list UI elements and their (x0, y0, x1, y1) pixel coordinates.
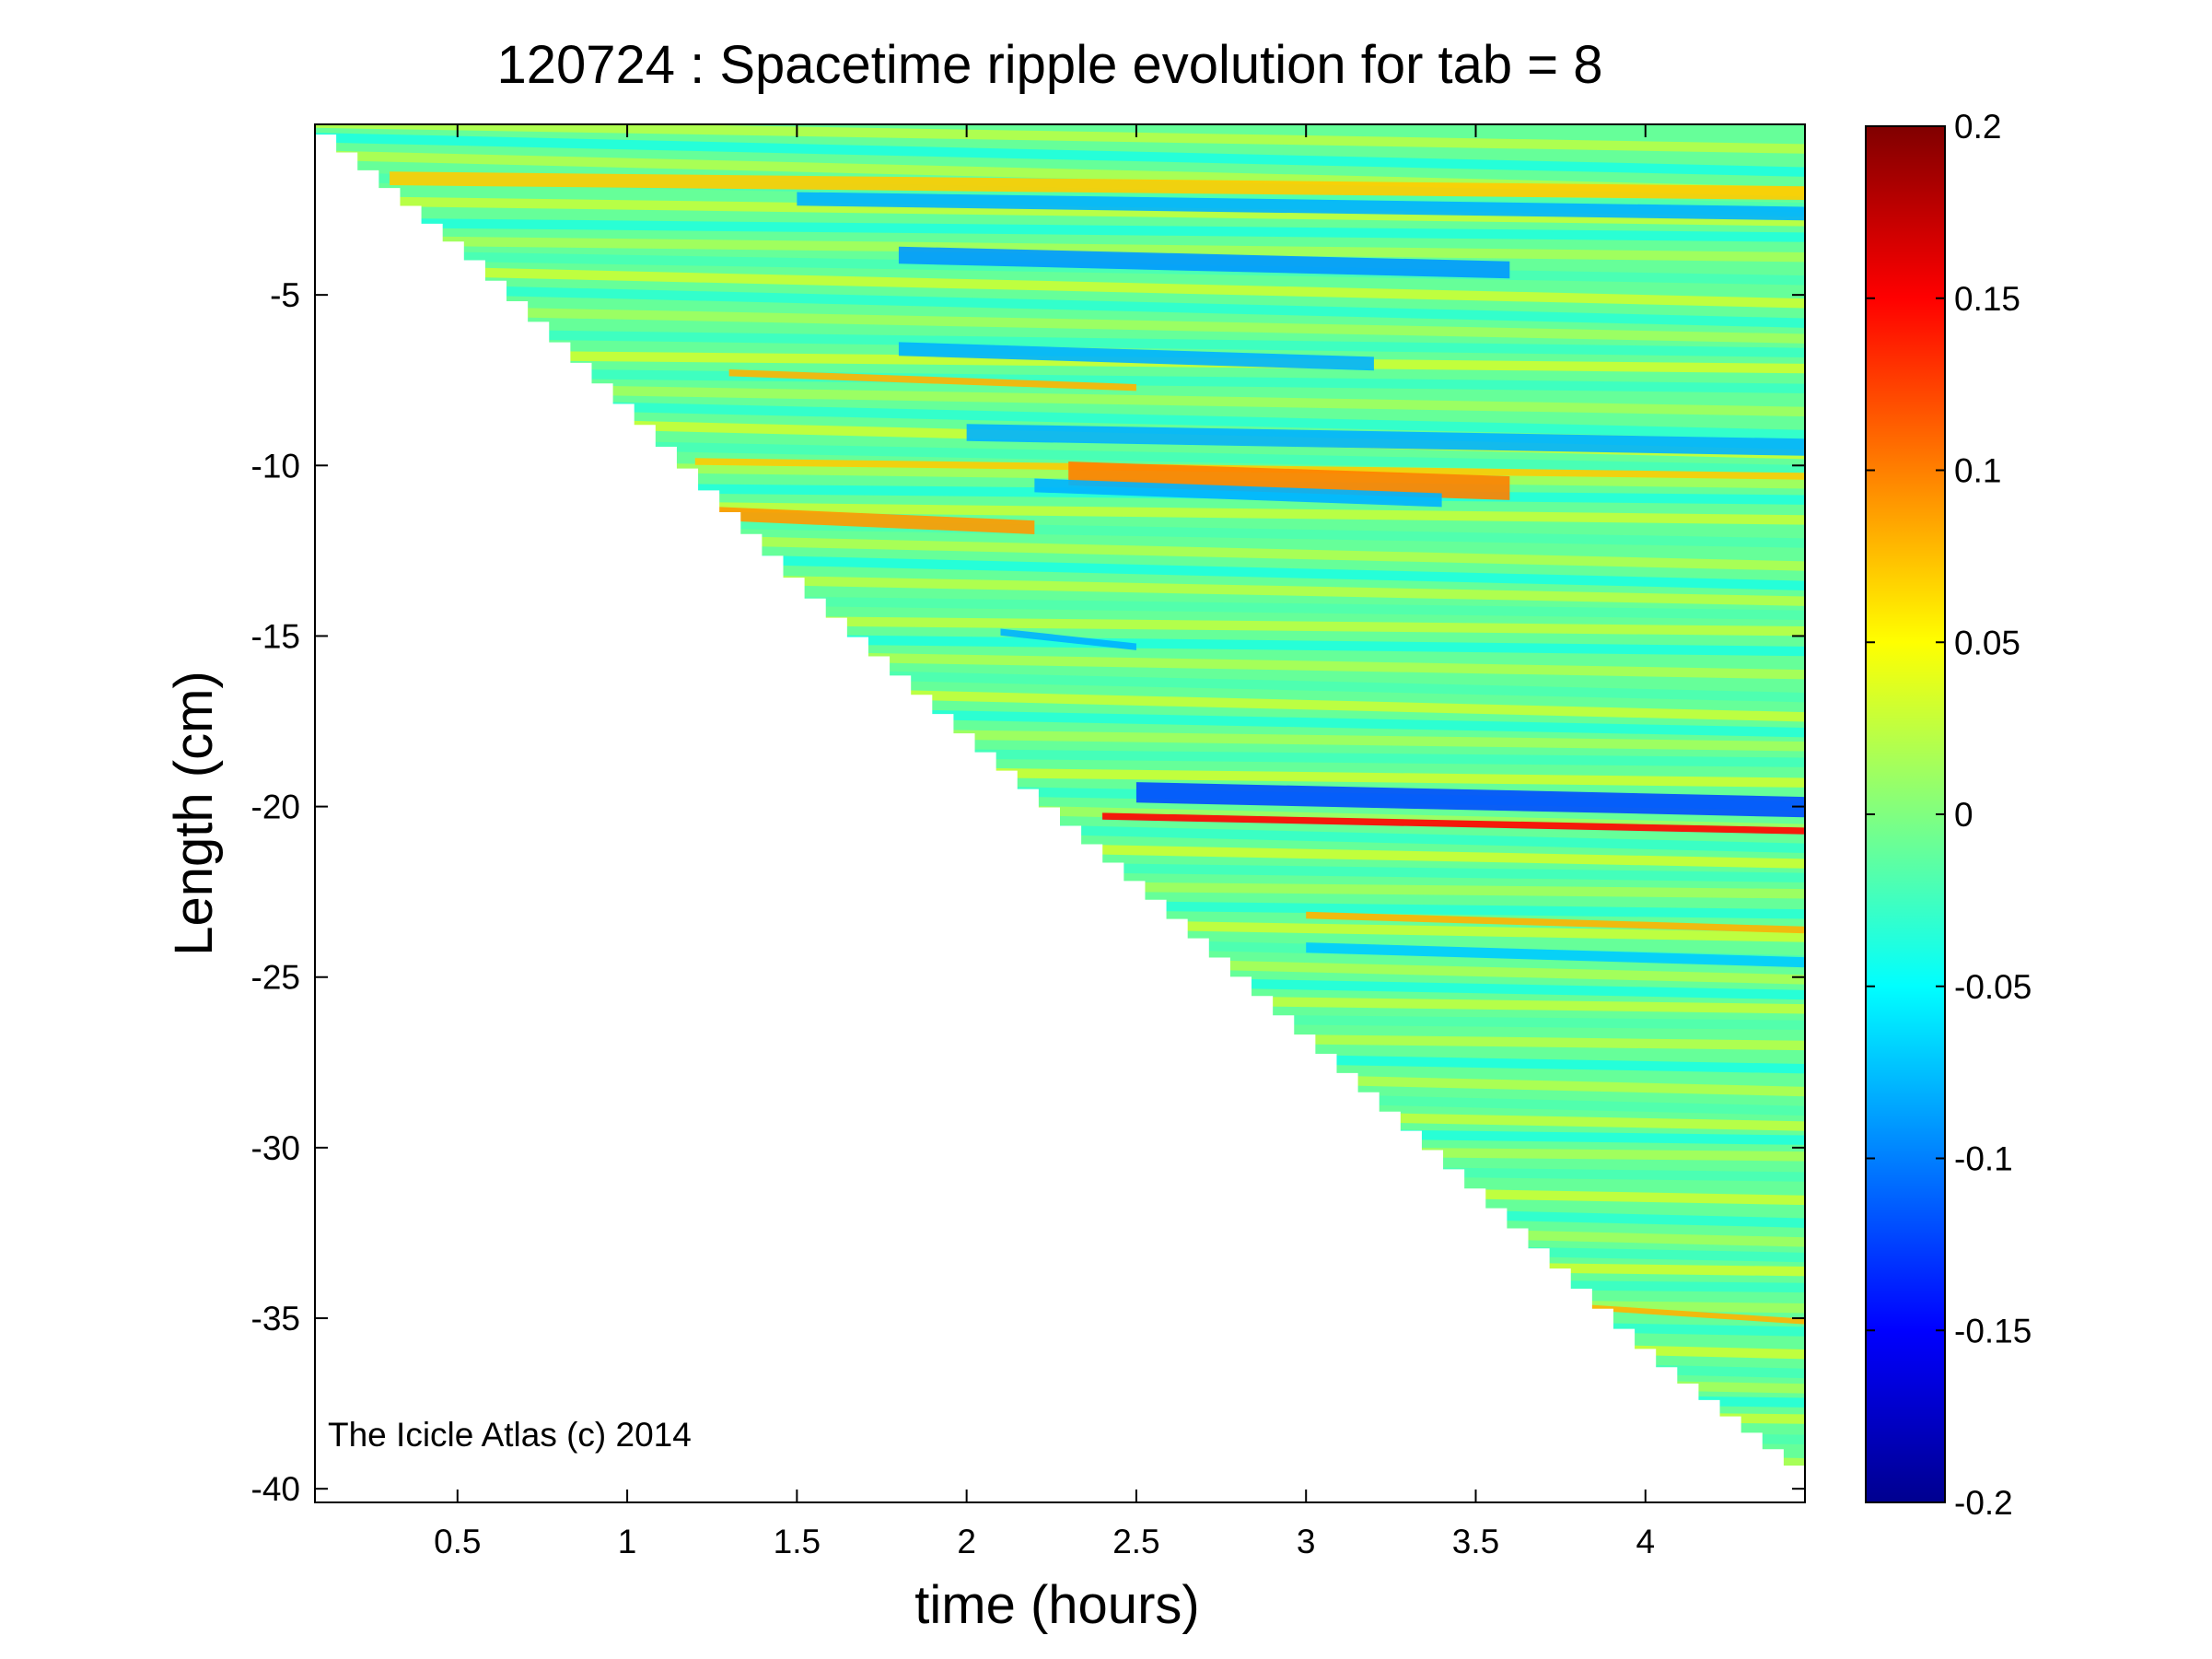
y-axis: -5 -10 -15 -20 -25 -30 -35 -40 (251, 276, 1805, 1508)
ripple-stripe (315, 217, 1805, 242)
y-tick-label: -15 (251, 617, 300, 655)
y-tick-label: -25 (251, 959, 300, 997)
colorbar-tick-label: -0.2 (1954, 1484, 2013, 1522)
ripple-band (898, 246, 1510, 279)
x-tick-label: 2 (957, 1523, 976, 1560)
y-tick-label: -30 (251, 1129, 300, 1167)
ripple-stripe (315, 348, 1805, 374)
heatmap (315, 124, 1805, 1502)
plot-frame (314, 123, 1806, 1503)
chart-title: 120724 : Spacetime ripple evolution for … (496, 35, 1602, 95)
unmeasured-region (315, 134, 1805, 1502)
ripple-band (966, 424, 1805, 456)
ripple-stripe (315, 380, 1805, 417)
ripple-band (1000, 628, 1136, 650)
ripple-stripe (315, 281, 1805, 328)
x-axis-label: time (hours) (914, 1575, 1199, 1635)
ripple-band (1102, 812, 1805, 835)
colorbar-tick-label: 0.2 (1954, 108, 2001, 146)
x-tick-label: 4 (1636, 1523, 1655, 1560)
watermark: The Icicle Atlas (c) 2014 (328, 1416, 692, 1454)
ripple-band (1306, 911, 1805, 934)
ripple-stripe (315, 327, 1805, 358)
y-tick-label: -5 (270, 276, 300, 314)
x-tick-label: 1.5 (774, 1523, 821, 1560)
y-tick-label: -20 (251, 789, 300, 826)
ripple-band (797, 192, 1805, 221)
y-tick-label: -10 (251, 447, 300, 485)
x-axis: 0.5 1 1.5 2 2.5 3 3.5 4 (434, 124, 1655, 1560)
colorbar-tick-label: 0.1 (1954, 452, 2001, 490)
ripple-band (1578, 1303, 1805, 1325)
colorbar (1865, 125, 1946, 1503)
ripple-band (898, 342, 1374, 371)
ripple-stripe (315, 235, 1805, 263)
ripple-stripe (315, 195, 1805, 227)
ripple-band (390, 171, 1805, 201)
colorbar-tick-label: 0.05 (1954, 624, 2020, 661)
x-tick-label: 2.5 (1112, 1523, 1159, 1560)
x-tick-label: 0.5 (434, 1523, 481, 1560)
ripple-stripe (315, 124, 1805, 154)
y-axis-label: Length (cm) (164, 671, 224, 955)
ripple-band (1068, 461, 1510, 500)
ripple-stripe (315, 435, 1805, 475)
colorbar-axis: 0.2 0.15 0.1 0.05 0 -0.05 -0.1 -0.15 -0.2 (1866, 108, 2032, 1522)
ripple-band (1135, 782, 1805, 818)
ripple-band (1306, 942, 1805, 968)
ripple-stripe (315, 133, 1805, 177)
ripple-band (728, 369, 1136, 391)
y-tick-label: -40 (251, 1470, 300, 1508)
x-tick-label: 3 (1297, 1523, 1316, 1560)
y-tick-label: -35 (251, 1300, 300, 1338)
ripple-stripe (315, 263, 1805, 309)
ripple-stripe (315, 303, 1805, 344)
ripple-stripe (315, 395, 1805, 440)
colorbar-tick-label: -0.15 (1954, 1312, 2032, 1349)
colorbar-tick-label: -0.05 (1954, 968, 2032, 1006)
ripple-band (694, 506, 1035, 534)
colorbar-tick-label: 0.15 (1954, 280, 2020, 318)
ripple-stripe (315, 366, 1805, 393)
x-tick-label: 1 (618, 1523, 637, 1560)
colorbar-tick-label: 0 (1954, 796, 1973, 834)
ripple-band (1034, 478, 1442, 508)
x-tick-label: 3.5 (1452, 1523, 1499, 1560)
colorbar-tick-label: -0.1 (1954, 1140, 2013, 1178)
